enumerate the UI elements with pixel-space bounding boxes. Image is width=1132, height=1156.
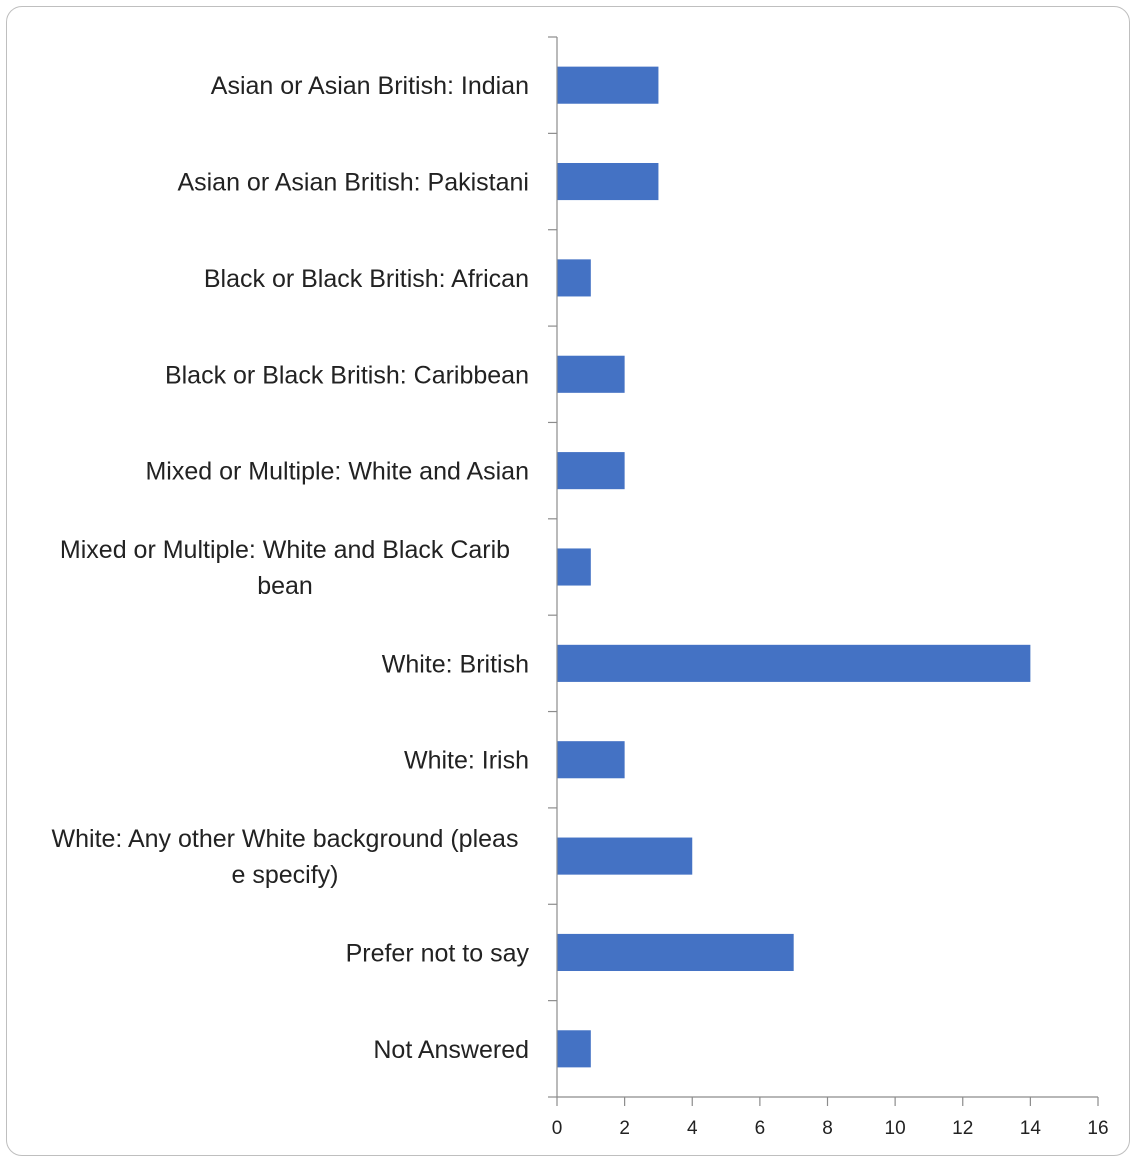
category-label: Asian or Asian British: Indian: [211, 72, 529, 100]
bar: [557, 741, 625, 779]
category-label: White: Irish: [404, 747, 529, 775]
bar: [557, 452, 625, 490]
bar: [557, 837, 693, 875]
bar: [557, 548, 591, 586]
category-label: Mixed or Multiple: White and Asian: [145, 458, 529, 486]
x-tick-label: 2: [619, 1118, 630, 1139]
bar: [557, 1030, 591, 1068]
bar: [557, 644, 1031, 682]
bar: [557, 355, 625, 393]
category-label: Prefer not to say: [346, 939, 530, 967]
bar: [557, 162, 659, 201]
category-label: Not Answered: [373, 1036, 529, 1064]
category-label: Black or Black British: African: [204, 265, 529, 293]
bar: [557, 66, 659, 104]
x-tick-label: 12: [952, 1118, 973, 1139]
x-tick-label: 10: [885, 1118, 906, 1139]
category-label: Black or Black British: Caribbean: [165, 361, 529, 389]
x-tick-label: 0: [552, 1118, 563, 1139]
category-label: Mixed or Multiple: White and Black Carib…: [60, 536, 510, 600]
x-tick-label: 8: [822, 1118, 833, 1139]
category-label: Asian or Asian British: Pakistani: [177, 169, 529, 197]
category-label: White: Any other White background (pleas…: [52, 825, 519, 889]
bar: [557, 259, 591, 297]
category-label: White: British: [382, 650, 529, 678]
x-tick-label: 14: [1020, 1118, 1042, 1139]
x-tick-label: 6: [755, 1118, 766, 1139]
labels-layer: Asian or Asian British: Indian Asian or A…: [52, 72, 1109, 1139]
bars-layer: [557, 66, 1031, 1068]
bar: [557, 933, 794, 972]
x-tick-label: 4: [687, 1118, 698, 1139]
x-tick-label: 16: [1087, 1118, 1108, 1139]
axes-layer: [548, 36, 1099, 1106]
